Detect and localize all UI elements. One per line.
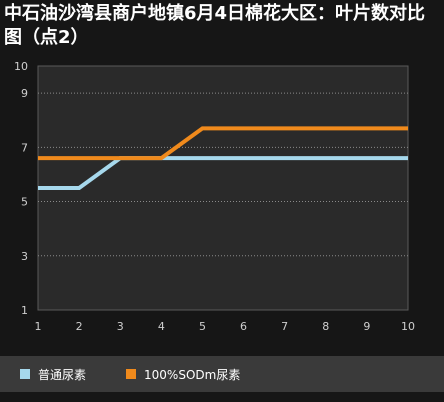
x-tick-label: 7: [281, 320, 288, 333]
x-tick-labels: 1 2 3 4 5 6 7 8 9 10: [35, 320, 416, 333]
y-tick-label: 1: [21, 304, 28, 317]
y-tick-label: 3: [21, 250, 28, 263]
y-tick-labels: 1 3 5 7 9 10: [14, 60, 28, 317]
x-tick-label: 5: [199, 320, 206, 333]
plot-background: [37, 65, 409, 311]
legend-label-series-1: 普通尿素: [38, 367, 87, 382]
x-tick-label: 10: [401, 320, 415, 333]
legend-swatch-series-2: [126, 369, 137, 379]
legend-item-series-1[interactable]: 普通尿素: [20, 366, 86, 383]
x-tick-label: 8: [322, 320, 329, 333]
x-tick-label: 9: [363, 320, 370, 333]
x-tick-label: 1: [35, 320, 42, 333]
x-tick-label: 2: [76, 320, 83, 333]
y-tick-label: 5: [21, 196, 28, 209]
series-line-2: [38, 126, 408, 161]
x-tick-label: 3: [117, 320, 124, 333]
legend-label-series-2: 100%SODm尿素: [144, 367, 241, 382]
y-tick-label: 10: [14, 60, 28, 73]
legend-item-series-2[interactable]: 100%SODm尿素: [126, 366, 240, 383]
x-tick-label: 4: [158, 320, 165, 333]
legend-swatch-series-1: [20, 369, 30, 379]
y-tick-label: 9: [21, 87, 28, 100]
chart-title: 中石油沙湾县商户地镇6月4日棉花大区：叶片数对比图（点2）: [4, 3, 426, 48]
chart-area: 1 3 5 7 9 10 1 2 3 4 5 6 7 8 9 10: [0, 54, 444, 350]
legend: 普通尿素 100%SODm尿素: [0, 356, 444, 392]
line-chart: 1 3 5 7 9 10 1 2 3 4 5 6 7 8 9 10: [14, 60, 416, 333]
x-tick-label: 6: [240, 320, 247, 333]
series-lines: [38, 126, 408, 190]
series-line-1: [38, 156, 408, 190]
y-tick-label: 7: [21, 141, 28, 154]
